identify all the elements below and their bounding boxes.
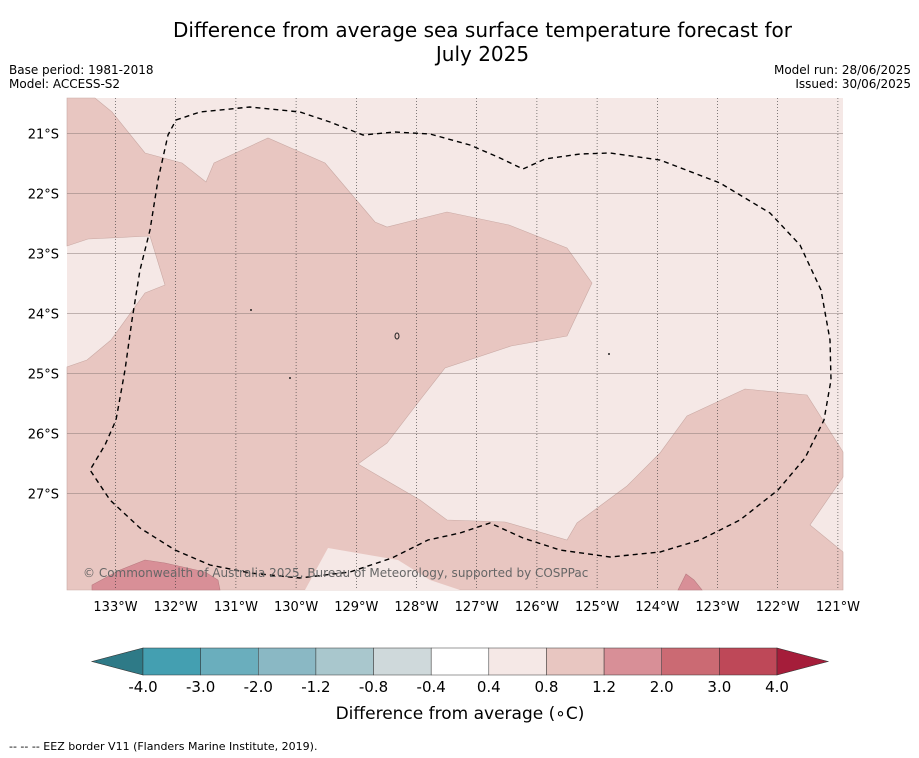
base-period: Base period: 1981-2018: [9, 63, 154, 77]
sst-region-strong-2: [677, 573, 703, 591]
sst-region-strong: [91, 559, 221, 591]
latitude-label: 26°S: [28, 428, 59, 443]
issued-date: Issued: 30/06/2025: [795, 77, 911, 91]
colorbar-tick-label: 3.0: [707, 678, 731, 696]
colorbar-tick-label: -0.4: [417, 678, 446, 696]
map-title: Difference from average sea surface temp…: [150, 18, 815, 66]
latitude-labels: 21°S 22°S 23°S 24°S 25°S 26°S 27°S: [28, 128, 59, 503]
colorbar-tick-label: 0.8: [535, 678, 559, 696]
colorbar-segment: [200, 647, 259, 676]
colorbar-tick-label: 2.0: [650, 678, 674, 696]
longitude-label: 133°W: [93, 600, 137, 615]
latitude-label: 23°S: [28, 248, 59, 263]
colorbar-label: Difference from average (∘C): [335, 704, 585, 724]
model-name: Model: ACCESS-S2: [9, 77, 121, 91]
longitude-label: 121°W: [816, 600, 860, 615]
colorbar-tick-label: 4.0: [765, 678, 789, 696]
colorbar-tick-label: -3.0: [186, 678, 215, 696]
colorbar-segment: [373, 647, 432, 676]
latitude-label: 22°S: [28, 188, 59, 203]
longitude-label: 123°W: [695, 600, 739, 615]
meta-right: Model run: 28/06/2025 Issued: 30/06/2025: [774, 63, 911, 91]
longitude-label: 125°W: [575, 600, 619, 615]
longitude-label: 122°W: [756, 600, 800, 615]
colorbar-segment: [488, 647, 547, 676]
colorbar: -4.0 -3.0 -2.0 -1.2 -0.8 -0.4 0.4 0.8 1.2 2.0 3.0 4…: [90, 647, 830, 696]
longitude-label: 124°W: [635, 600, 679, 615]
colorbar-segment: [142, 647, 201, 676]
longitude-labels: 133°W 132°W 131°W 130°W 129°W 128°W 127°W 126°W…: [93, 600, 860, 615]
map-panel: © Commonwealth of Australia 2025, Bureau…: [66, 97, 844, 591]
longitude-label: 131°W: [214, 600, 258, 615]
sst-region-light-patch: [305, 548, 460, 590]
latitude-label: 27°S: [28, 488, 59, 503]
longitude-label: 128°W: [394, 600, 438, 615]
longitude-label: 129°W: [334, 600, 378, 615]
colorbar-tick-label: -1.2: [301, 678, 330, 696]
colorbar-segment: [603, 647, 662, 676]
island-dot: [608, 353, 610, 355]
longitude-label: 130°W: [274, 600, 318, 615]
island-dot: [394, 332, 400, 340]
eez-footnote: -- -- -- EEZ border V11 (Flanders Marine…: [9, 740, 318, 753]
map-figure: © Commonwealth of Australia 2025, Bureau…: [28, 97, 860, 696]
colorbar-extend-high: [776, 647, 830, 676]
longitude-label: 132°W: [154, 600, 198, 615]
sst-region-medium: [66, 97, 844, 591]
colorbar-tick-label: -2.0: [244, 678, 273, 696]
latitude-label: 24°S: [28, 308, 59, 323]
colorbar-segment: [719, 647, 778, 676]
title-line-2: July 2025: [435, 42, 530, 66]
copyright-notice: © Commonwealth of Australia 2025, Bureau…: [83, 566, 588, 580]
colorbar-tick-label: 1.2: [592, 678, 616, 696]
colorbar-segment: [546, 647, 605, 676]
latitude-label: 25°S: [28, 368, 59, 383]
graticule: [67, 98, 843, 590]
latitude-label: 21°S: [28, 128, 59, 143]
meta-left: Base period: 1981-2018 Model: ACCESS-S2: [9, 63, 154, 91]
colorbar-tick-label: -0.8: [359, 678, 388, 696]
colorbar-segment: [315, 647, 374, 676]
colorbar-tick-label: 0.4: [477, 678, 501, 696]
colorbar-segment: [258, 647, 317, 676]
island-dot: [289, 377, 291, 379]
island-dot: [250, 309, 252, 311]
longitude-label: 127°W: [455, 600, 499, 615]
title-line-1: Difference from average sea surface temp…: [172, 18, 792, 42]
colorbar-extend-low: [90, 647, 144, 676]
longitude-label: 126°W: [515, 600, 559, 615]
model-run: Model run: 28/06/2025: [773, 63, 911, 77]
colorbar-segment: [430, 647, 490, 676]
colorbar-segment: [661, 647, 720, 676]
colorbar-tick-label: -4.0: [128, 678, 157, 696]
